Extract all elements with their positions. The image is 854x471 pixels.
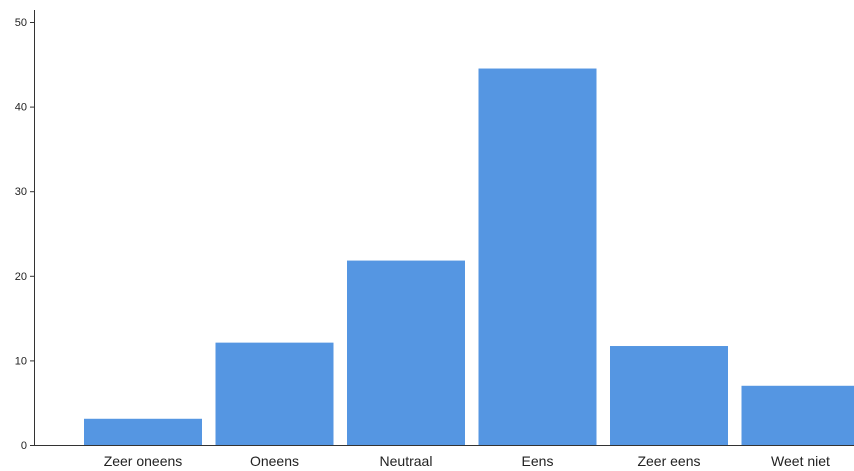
x-category-label: Neutraal <box>380 453 433 469</box>
x-category-label: Zeer oneens <box>104 453 183 469</box>
bar <box>610 346 728 445</box>
bar <box>741 385 854 445</box>
y-tick-label: 20 <box>15 271 27 283</box>
x-category-label: Weet niet <box>771 453 830 469</box>
axis-layer <box>30 10 854 446</box>
y-tick-label: 40 <box>15 102 27 114</box>
x-category-label: Oneens <box>250 453 299 469</box>
x-category-label: Eens <box>522 453 554 469</box>
bar <box>478 68 597 445</box>
y-tick-label: 10 <box>15 355 27 367</box>
y-tick-labels: 0 10 20 30 40 50 <box>15 17 27 452</box>
y-tick-label: 50 <box>15 17 27 29</box>
y-tick-label: 30 <box>15 186 27 198</box>
bar <box>84 418 202 445</box>
y-tick-label: 0 <box>21 440 27 452</box>
x-category-labels: Zeer oneens Oneens Neutraal Eens Zeer eens We… <box>104 453 830 469</box>
x-category-label: Zeer eens <box>637 453 700 469</box>
bars-layer <box>84 68 854 445</box>
bar <box>347 260 465 445</box>
bar <box>215 342 334 445</box>
